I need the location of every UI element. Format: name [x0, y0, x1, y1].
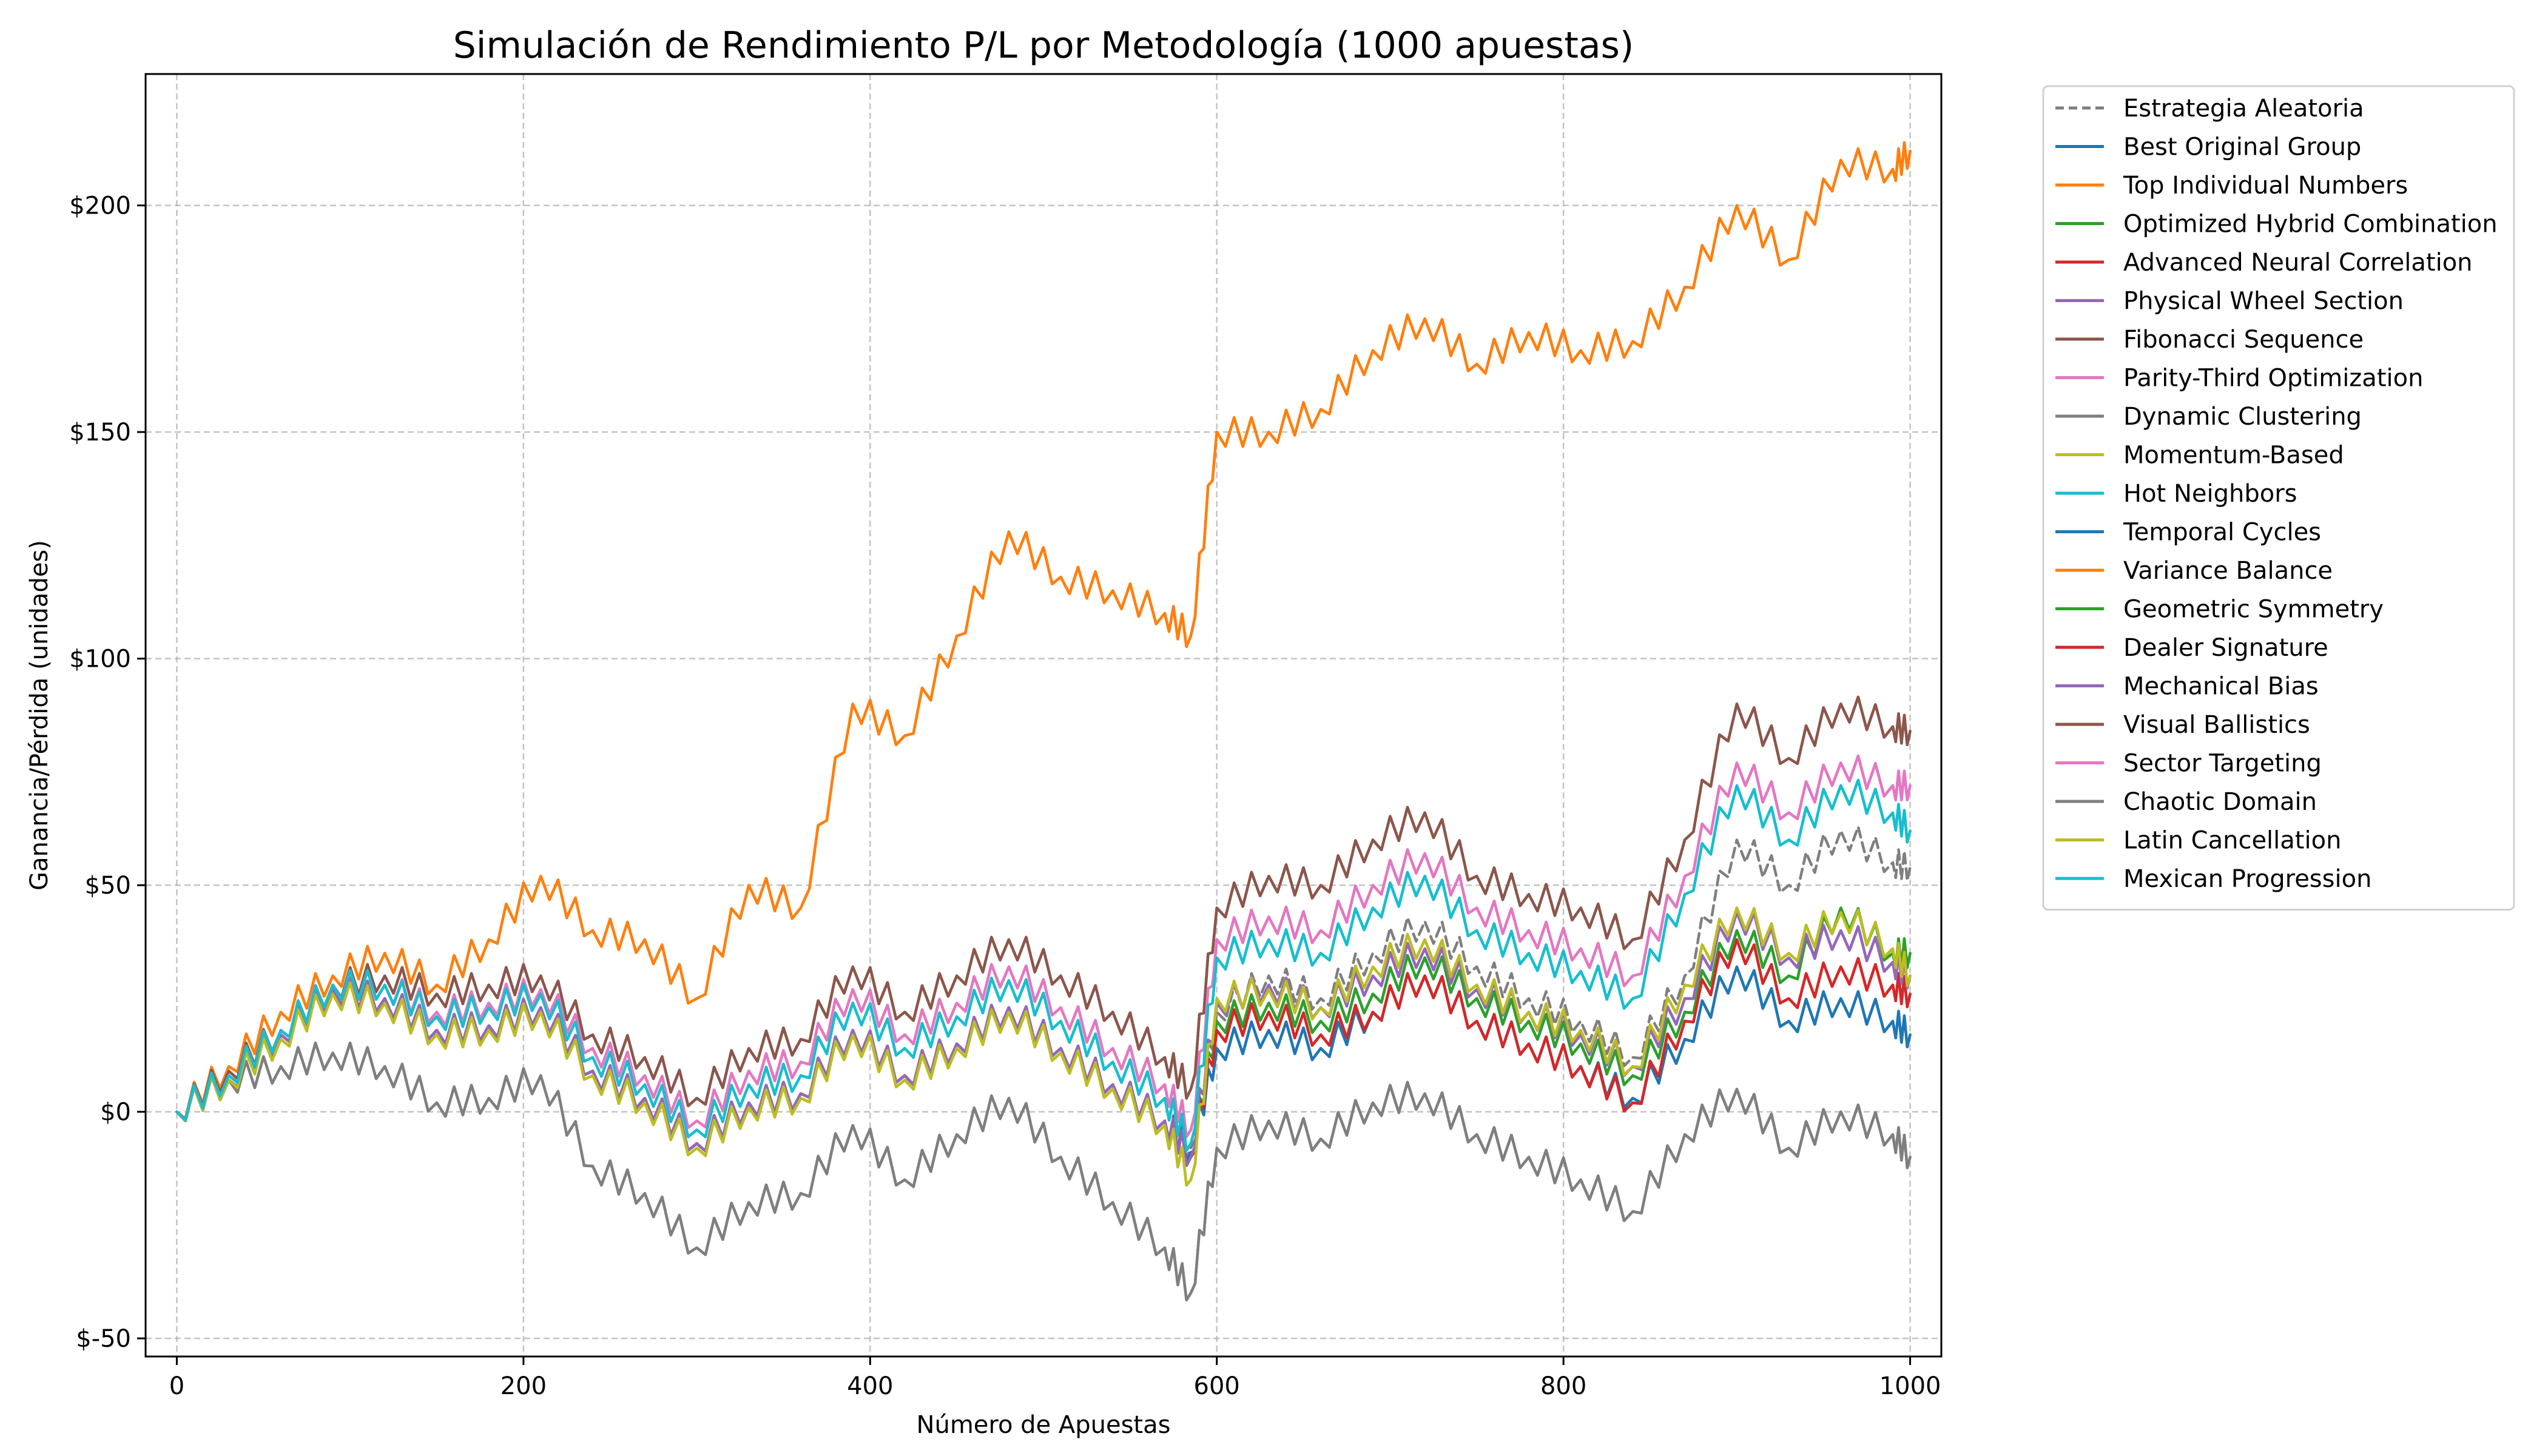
- x-tick-label: 200: [500, 1372, 547, 1400]
- legend-label: Geometric Symmetry: [2123, 596, 2384, 624]
- legend-label: Top Individual Numbers: [2123, 172, 2408, 200]
- legend-label: Hot Neighbors: [2123, 480, 2297, 508]
- y-tick-label: $-50: [76, 1325, 131, 1353]
- y-tick-label: $100: [69, 645, 131, 673]
- legend-label: Mechanical Bias: [2123, 673, 2319, 701]
- legend-label: Dealer Signature: [2123, 634, 2328, 662]
- legend-label: Parity-Third Optimization: [2123, 365, 2423, 393]
- legend-label: Sector Targeting: [2123, 750, 2322, 778]
- grid: [146, 74, 1941, 1357]
- x-axis-label: Número de Apuestas: [917, 1411, 1171, 1439]
- x-tick-label: 0: [169, 1372, 184, 1400]
- legend-label: Fibonacci Sequence: [2123, 326, 2364, 354]
- plot-frame: [144, 73, 1943, 1358]
- y-tick-label: $0: [100, 1099, 131, 1127]
- y-tick-label: $50: [85, 872, 131, 900]
- series-line-variance-balance: [175, 141, 1912, 1121]
- legend-label: Visual Ballistics: [2123, 711, 2310, 739]
- chart-title: Simulación de Rendimiento P/L por Metodo…: [453, 24, 1634, 67]
- axis-ticks: 0 200 400 600 800 1000 $-50 $0 $50 $100 $150 $200: [69, 192, 1941, 1400]
- legend-frame: [2042, 85, 2515, 911]
- legend-label: Temporal Cycles: [2123, 519, 2321, 547]
- x-tick-label: 800: [1540, 1372, 1586, 1400]
- series-line-visual-ballistics: [175, 695, 1912, 1121]
- series-line-mexican-progression: [175, 778, 1912, 1152]
- legend-label: Variance Balance: [2123, 557, 2333, 585]
- legend-label: Chaotic Domain: [2123, 788, 2317, 816]
- x-tick-label: 1000: [1879, 1372, 1941, 1400]
- x-tick-label: 400: [847, 1372, 893, 1400]
- legend-label: Advanced Neural Correlation: [2123, 249, 2473, 277]
- legend-label: Best Original Group: [2123, 133, 2361, 161]
- legend-label: Estrategia Aleatoria: [2123, 95, 2364, 123]
- series-line-sector-targeting: [175, 754, 1912, 1139]
- series-line-chaotic-domain: [175, 1041, 1912, 1302]
- legend: Estrategia Aleatoria Best Original Group T…: [2042, 85, 2515, 911]
- legend-label: Physical Wheel Section: [2123, 288, 2404, 315]
- y-tick-label: $200: [69, 192, 131, 220]
- legend-label: Optimized Hybrid Combination: [2123, 211, 2498, 238]
- x-tick-label: 600: [1194, 1372, 1240, 1400]
- legend-label: Momentum-Based: [2123, 442, 2344, 470]
- series-lines: [175, 141, 1912, 1302]
- legend-label: Dynamic Clustering: [2123, 403, 2362, 431]
- legend-label: Latin Cancellation: [2123, 827, 2341, 855]
- series-line-latin-cancellation: [175, 906, 1912, 1187]
- legend-label: Mexican Progression: [2123, 865, 2371, 893]
- y-axis-label: Ganancia/Pérdida (unidades): [25, 540, 53, 891]
- y-tick-label: $150: [69, 419, 131, 447]
